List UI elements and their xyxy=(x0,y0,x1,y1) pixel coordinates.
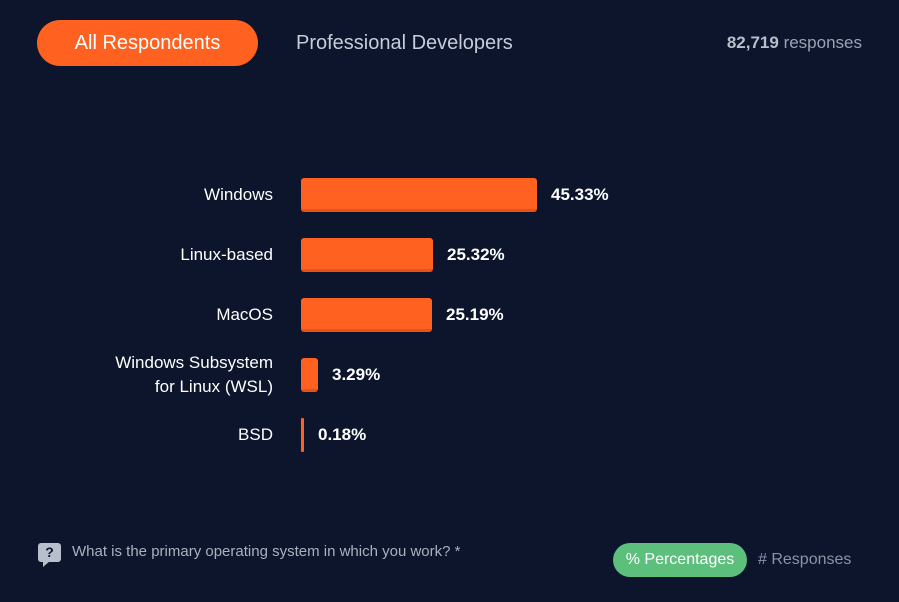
category-label: BSD xyxy=(238,423,273,447)
category-label: MacOS xyxy=(216,303,273,327)
category-label: Linux-based xyxy=(180,243,273,267)
responses-toggle[interactable]: # Responses xyxy=(758,551,852,568)
percentages-toggle[interactable]: % Percentages xyxy=(613,543,747,577)
bar xyxy=(301,358,318,392)
responses-count: 82,719 responses xyxy=(727,20,862,66)
value-label: 25.32% xyxy=(447,245,505,264)
category-label-line: MacOS xyxy=(216,305,273,324)
value-label: 0.18% xyxy=(318,425,367,444)
responses-count-value: 82,719 xyxy=(726,33,779,52)
category-label: Windows Subsystem for Linux (WSL) xyxy=(115,351,273,399)
category-label-line: Linux-based xyxy=(180,245,273,264)
category-label-line: BSD xyxy=(238,425,273,444)
tab-all-respondents[interactable]: All Respondents xyxy=(37,20,258,66)
responses-count-suffix: responses xyxy=(783,33,862,52)
survey-question: What is the primary operating system in … xyxy=(72,543,461,560)
category-label-line: Windows Subsystem xyxy=(115,353,273,372)
bar xyxy=(301,238,433,272)
value-label: 25.19% xyxy=(446,305,504,324)
bar xyxy=(301,298,432,332)
category-label-line: for Linux (WSL) xyxy=(154,377,273,396)
category-label: Windows xyxy=(204,183,273,207)
value-label: 45.33% xyxy=(551,185,609,204)
bar xyxy=(301,178,537,212)
question-icon: ? xyxy=(38,543,61,567)
category-label-line: Windows xyxy=(204,185,273,204)
tab-professional-developers[interactable]: Professional Developers xyxy=(296,32,513,54)
bar xyxy=(301,418,304,452)
value-label: 3.29% xyxy=(332,365,381,384)
bar-chart: Windows 45.33% Linux-based 25.32% MacOS 25.19… xyxy=(0,160,899,470)
